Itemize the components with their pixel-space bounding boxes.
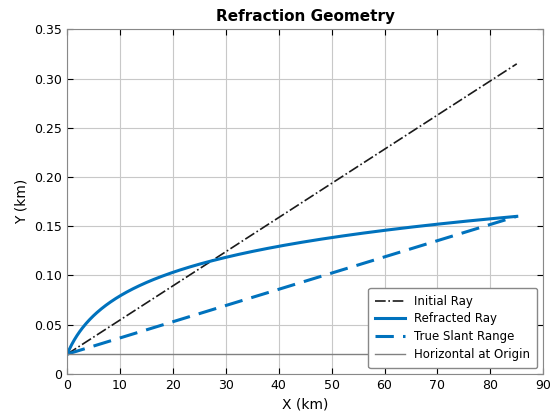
Initial Ray — [280, 212, 287, 217]
Initial Ray — [277, 214, 284, 219]
Horizontal at Origin — [280, 352, 287, 357]
Horizontal at Origin — [432, 352, 439, 357]
Horizontal at Origin — [307, 352, 314, 357]
True Slant Range — [432, 239, 439, 244]
True Slant Range — [307, 277, 314, 282]
Initial Ray — [307, 194, 314, 200]
Refracted Ray — [432, 222, 439, 227]
Refracted Ray — [332, 235, 338, 240]
Initial Ray — [64, 352, 71, 357]
True Slant Range — [277, 286, 284, 291]
Initial Ray — [514, 61, 520, 66]
Horizontal at Origin — [277, 352, 284, 357]
True Slant Range — [332, 270, 338, 275]
Refracted Ray — [280, 243, 287, 248]
X-axis label: X (km): X (km) — [282, 397, 328, 411]
True Slant Range — [514, 214, 520, 219]
Refracted Ray — [514, 214, 520, 219]
Line: Refracted Ray: Refracted Ray — [67, 216, 517, 354]
Title: Refraction Geometry: Refraction Geometry — [216, 9, 395, 24]
Line: Initial Ray: Initial Ray — [67, 64, 517, 354]
Initial Ray — [332, 179, 338, 184]
Horizontal at Origin — [332, 352, 338, 357]
Initial Ray — [432, 114, 439, 119]
True Slant Range — [280, 285, 287, 290]
Refracted Ray — [307, 238, 314, 243]
True Slant Range — [64, 352, 71, 357]
Refracted Ray — [502, 215, 509, 220]
Legend: Initial Ray, Refracted Ray, True Slant Range, Horizontal at Origin: Initial Ray, Refracted Ray, True Slant R… — [368, 288, 537, 368]
Refracted Ray — [277, 244, 284, 249]
Initial Ray — [502, 68, 509, 74]
Horizontal at Origin — [64, 352, 71, 357]
Line: True Slant Range: True Slant Range — [67, 216, 517, 354]
True Slant Range — [502, 217, 509, 222]
Horizontal at Origin — [514, 352, 520, 357]
Refracted Ray — [64, 352, 71, 357]
Horizontal at Origin — [502, 352, 509, 357]
Y-axis label: Y (km): Y (km) — [15, 179, 29, 224]
